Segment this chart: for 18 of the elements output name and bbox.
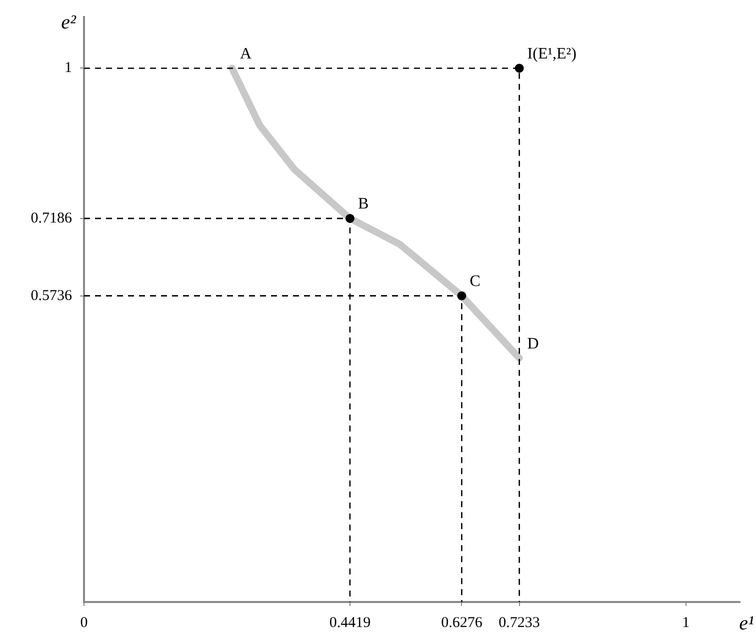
annotation: B bbox=[358, 196, 369, 213]
y-tick-label: 1 bbox=[64, 60, 72, 76]
annotation: D bbox=[527, 335, 539, 352]
point bbox=[457, 291, 466, 300]
x-tick-label: 0 bbox=[80, 614, 88, 631]
point bbox=[345, 214, 354, 223]
annotation: I(E¹,E²) bbox=[527, 45, 576, 62]
x-tick-label: 0.6276 bbox=[441, 614, 483, 631]
y-axis-title: e² bbox=[61, 11, 77, 34]
y-tick-label: 0.5736 bbox=[30, 288, 72, 304]
x-tick-label: 0.7233 bbox=[498, 614, 540, 631]
x-axis-title: e¹ bbox=[739, 612, 754, 634]
point bbox=[514, 64, 524, 73]
y-tick-label: 0.7186 bbox=[30, 210, 72, 226]
x-tick-label: 1 bbox=[682, 614, 690, 631]
annotation: C bbox=[470, 273, 480, 290]
annotation: A bbox=[240, 45, 252, 62]
x-tick-label: 0.4419 bbox=[329, 614, 371, 631]
